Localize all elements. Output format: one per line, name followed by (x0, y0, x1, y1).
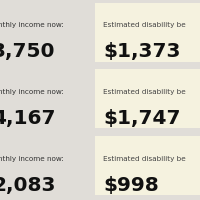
FancyBboxPatch shape (95, 136, 200, 195)
Text: Estimated disability be: Estimated disability be (103, 89, 186, 95)
FancyBboxPatch shape (95, 2, 200, 62)
Text: $1,373: $1,373 (103, 42, 180, 61)
Text: nthly income now:: nthly income now: (0, 89, 64, 95)
Text: nthly income now:: nthly income now: (0, 156, 64, 162)
Text: $1,747: $1,747 (103, 109, 180, 128)
Text: 2,083: 2,083 (0, 176, 56, 195)
Text: $998: $998 (103, 176, 159, 195)
Text: Estimated disability be: Estimated disability be (103, 156, 186, 162)
Text: nthly income now:: nthly income now: (0, 22, 64, 28)
FancyBboxPatch shape (95, 69, 200, 128)
Text: 3,750: 3,750 (0, 42, 56, 61)
Text: 4,167: 4,167 (0, 109, 56, 128)
Text: Estimated disability be: Estimated disability be (103, 22, 186, 28)
